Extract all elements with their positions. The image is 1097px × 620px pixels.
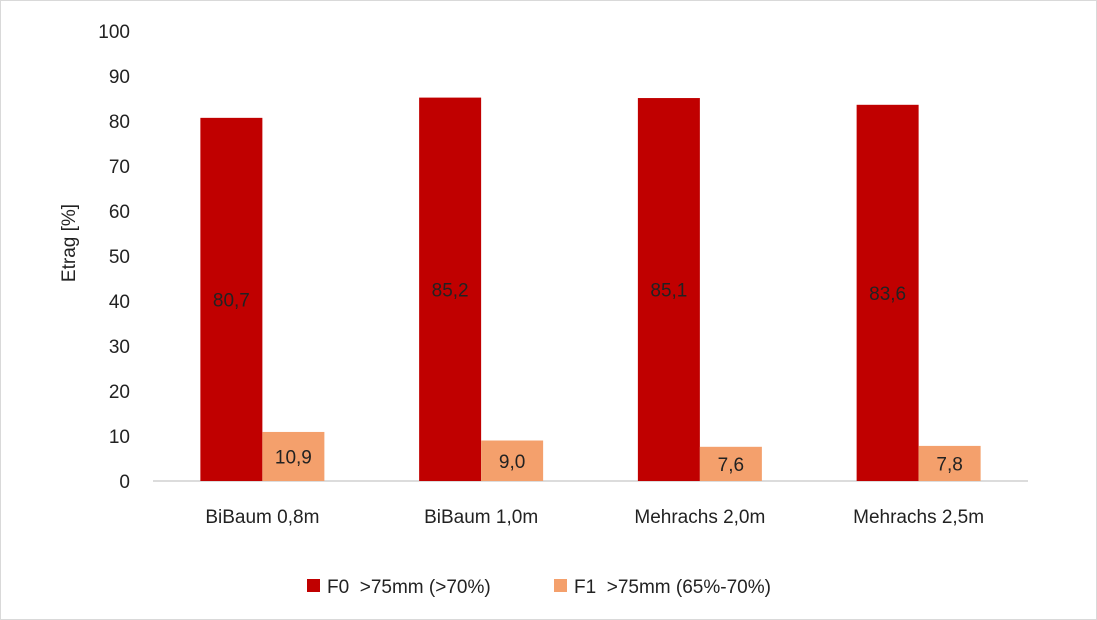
y-tick-label: 10 bbox=[109, 427, 130, 448]
bar-f0 bbox=[637, 98, 700, 482]
bar-f0 bbox=[200, 117, 263, 481]
y-tick-label: 30 bbox=[109, 337, 130, 358]
x-category-label: BiBaum 0,8m bbox=[205, 507, 319, 528]
data-label: 80,7 bbox=[213, 290, 250, 311]
bar-f1 bbox=[699, 446, 762, 481]
bar-f0 bbox=[856, 104, 919, 482]
category-labels: BiBaum 0,8m BiBaum 1,0m Mehrachs 2,0m Mehra… bbox=[205, 507, 984, 528]
legend-swatch bbox=[554, 579, 567, 592]
bars bbox=[200, 97, 981, 482]
data-label: 10,9 bbox=[275, 447, 312, 468]
y-tick-label: 0 bbox=[119, 472, 130, 493]
data-label: 7,6 bbox=[718, 455, 744, 476]
legend-label: F1 >75mm (65%-70%) bbox=[574, 577, 771, 598]
bar-f1 bbox=[918, 445, 981, 481]
y-tick-label: 20 bbox=[109, 382, 130, 403]
y-tick-label: 80 bbox=[109, 112, 130, 133]
y-tick-label: 90 bbox=[109, 67, 130, 88]
data-labels: 80,7 10,9 85,2 9,0 85,1 7,6 83,6 7,8 bbox=[213, 280, 963, 476]
legend: F0 >75mm (>70%) F1 >75mm (65%-70%) bbox=[307, 577, 771, 598]
y-tick-label: 60 bbox=[109, 202, 130, 223]
bar-f1 bbox=[481, 440, 544, 481]
bar-f1 bbox=[262, 431, 325, 481]
data-label: 83,6 bbox=[869, 284, 906, 305]
x-category-label: BiBaum 1,0m bbox=[424, 507, 538, 528]
y-axis-title: Etrag [%] bbox=[59, 204, 80, 282]
legend-swatch bbox=[307, 579, 320, 592]
x-category-label: Mehrachs 2,5m bbox=[853, 507, 984, 528]
x-category-label: Mehrachs 2,0m bbox=[634, 507, 765, 528]
y-axis-ticks: 0 10 20 30 40 50 60 70 80 90 100 bbox=[98, 22, 130, 493]
bar-f0 bbox=[419, 97, 482, 481]
y-tick-label: 40 bbox=[109, 292, 130, 313]
data-label: 7,8 bbox=[936, 454, 962, 475]
data-label: 85,1 bbox=[650, 281, 687, 302]
data-label: 9,0 bbox=[499, 452, 525, 473]
legend-label: F0 >75mm (>70%) bbox=[327, 577, 491, 598]
data-label: 85,2 bbox=[432, 280, 469, 301]
y-tick-label: 100 bbox=[98, 22, 130, 43]
y-tick-label: 50 bbox=[109, 247, 130, 268]
y-tick-label: 70 bbox=[109, 157, 130, 178]
